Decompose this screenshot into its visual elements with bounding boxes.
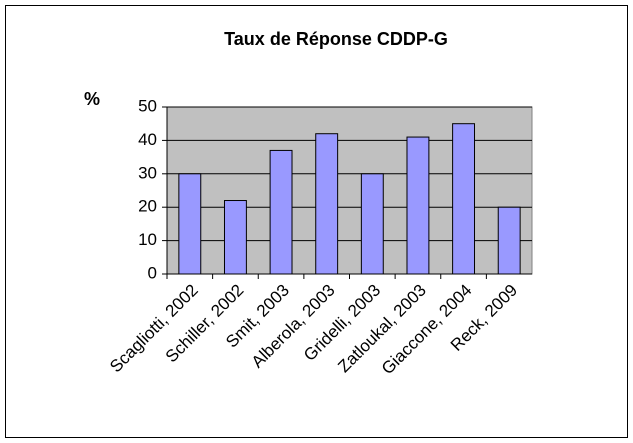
bar (497, 206, 521, 275)
bar (223, 200, 247, 275)
bar (315, 133, 339, 275)
bar (178, 173, 202, 275)
bar (360, 173, 384, 275)
y-tick-label: 30 (138, 163, 157, 182)
chart-title: Taux de Réponse CDDP-G (224, 29, 448, 49)
y-axis-label: % (84, 89, 100, 109)
bar (452, 123, 476, 275)
bar (406, 136, 430, 275)
bar (269, 149, 293, 275)
y-tick-label: 10 (138, 230, 157, 249)
y-tick-label: 40 (138, 130, 157, 149)
y-tick-label: 50 (138, 96, 157, 115)
y-tick-label: 0 (148, 263, 157, 282)
y-tick-label: 20 (138, 197, 157, 216)
plot-area (166, 106, 533, 275)
